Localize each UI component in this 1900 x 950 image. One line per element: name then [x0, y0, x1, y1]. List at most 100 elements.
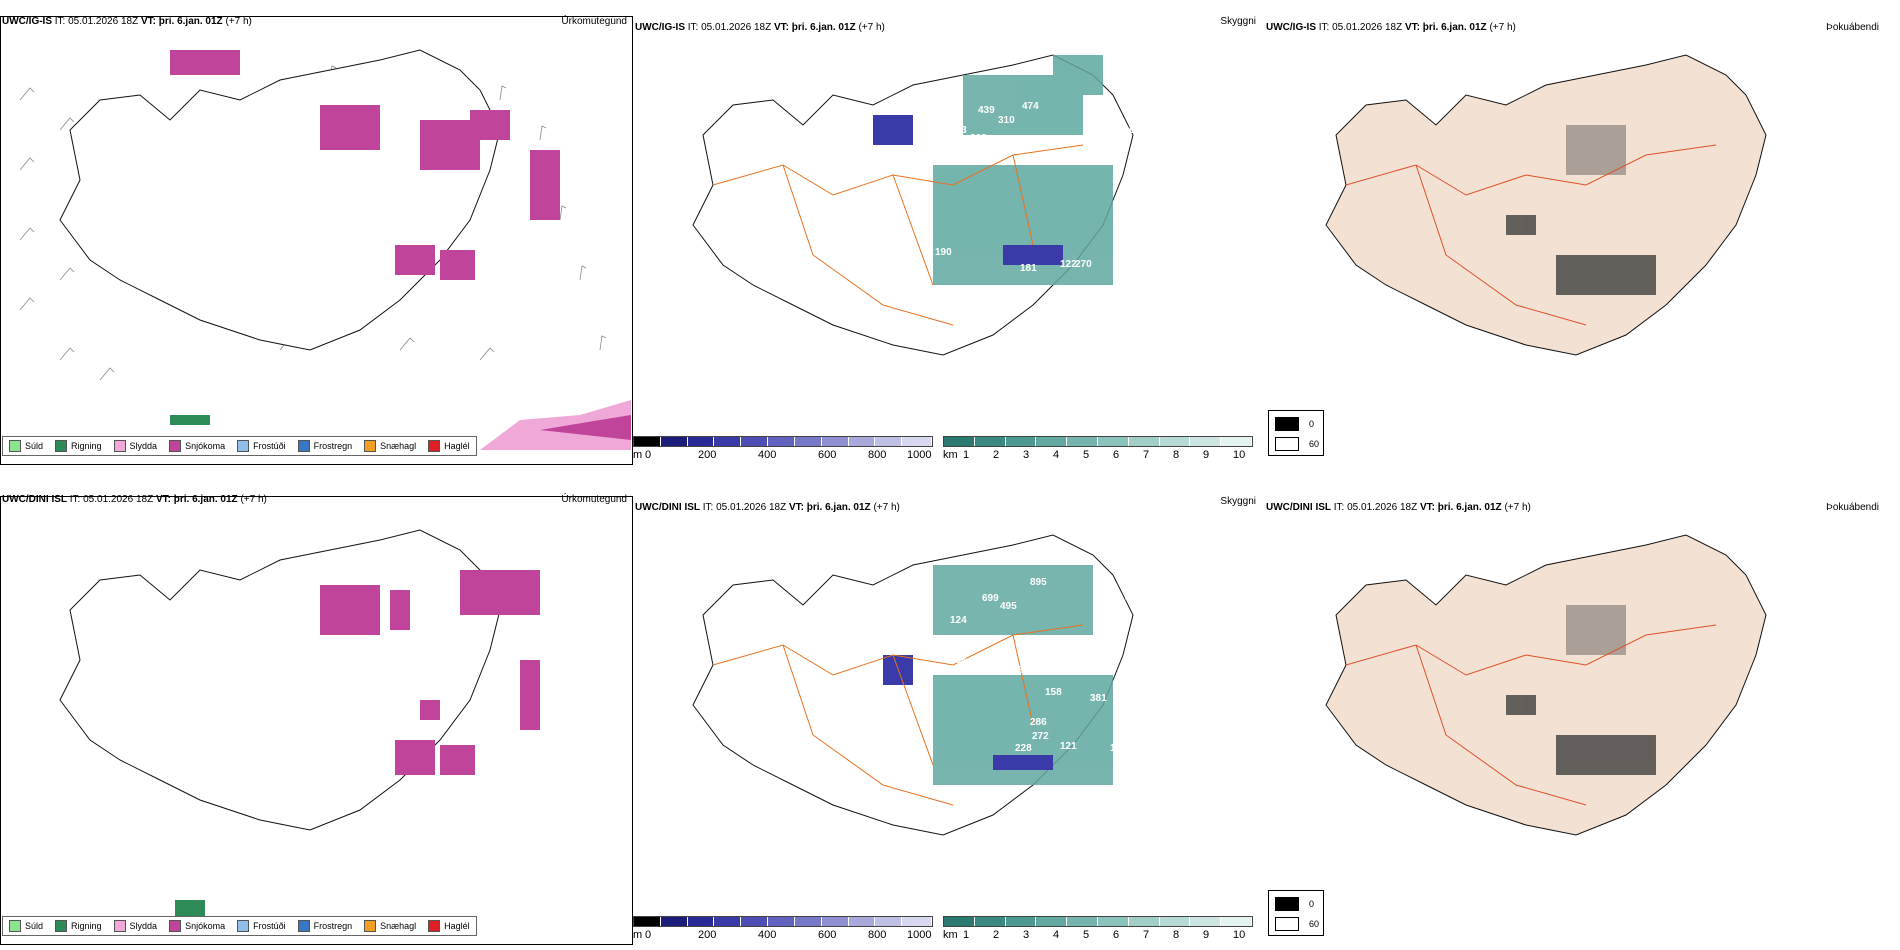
fog-map — [1325, 534, 1767, 836]
model-name: UWC/IG-IS — [635, 22, 685, 33]
legend-label: Rigning — [71, 441, 102, 451]
tick: 8 — [1173, 449, 1180, 461]
legend-label: Slydda — [129, 921, 158, 931]
it-value: 05.01.2026 18Z — [1347, 502, 1418, 513]
it-label: IT: — [69, 494, 81, 505]
fog-panel-top: UWC/IG-IS IT: 05.01.2026 18Z VT: þri. 6.… — [1266, 0, 1899, 470]
panel-header: UWC/IG-IS IT: 05.01.2026 18Z VT: þri. 6.… — [1266, 18, 1899, 38]
tick: 2 — [993, 449, 1000, 461]
panel-title-precip: Úrkomutegund — [561, 494, 627, 505]
legend-swatch — [113, 920, 126, 932]
panel-title-fog: Þokuábendi — [1826, 502, 1879, 513]
legend-item: Slydda — [113, 920, 158, 932]
tick: 600 — [818, 449, 837, 461]
legend-item: Súld — [9, 440, 43, 452]
legend-swatch — [428, 440, 441, 452]
it-value: 05.01.2026 18Z — [716, 502, 787, 513]
visibility-colorbar: km 1 2 3 4 5 6 7 8 9 10 — [943, 436, 1253, 461]
vt-label: VT: — [155, 494, 171, 505]
tick: 3 — [1023, 929, 1030, 941]
fog-map — [1325, 54, 1767, 356]
visibility-areas — [933, 565, 1113, 785]
tick: 5 — [1083, 929, 1090, 941]
cloud-label: 494 — [1125, 593, 1142, 604]
tick: 1000 — [907, 449, 932, 461]
legend-label: Snjókoma — [185, 441, 226, 451]
fog-panel-bottom: UWC/DINI ISL IT: 05.01.2026 18Z VT: þri.… — [1266, 480, 1899, 950]
cloud-label: 474 — [1022, 101, 1039, 112]
vt-label: VT: — [773, 22, 789, 33]
cloud-label: 303 — [970, 133, 987, 144]
legend-swatch — [428, 920, 441, 932]
panel-title-cloud: Skyggni — [1220, 16, 1256, 27]
legend-swatch — [297, 920, 310, 932]
fog-key-swatch — [1275, 897, 1299, 911]
legend-item: Snæhagl — [364, 440, 416, 452]
legend-swatch — [169, 440, 182, 452]
tick: 400 — [758, 929, 777, 941]
legend-swatch — [364, 920, 377, 932]
cloud-label: 175 — [945, 143, 962, 154]
tick: 4 — [1053, 929, 1060, 941]
legend-label: Slydda — [129, 441, 158, 451]
legend-label: Frostúði — [253, 921, 286, 931]
fog-key-row: 0 — [1275, 897, 1314, 911]
tick: 0 — [645, 929, 652, 941]
legend-label: Snjókoma — [185, 921, 226, 931]
map-frame — [0, 496, 633, 945]
fog-key: 0 60 — [1268, 410, 1324, 456]
lead-time: (+7 h) — [858, 22, 885, 33]
cloud-label: 205 — [968, 663, 985, 674]
legend-swatch — [55, 440, 68, 452]
tick: 5 — [1083, 449, 1090, 461]
vt-value: þri. 6.jan. 01Z — [806, 502, 871, 513]
snow-areas — [320, 570, 540, 775]
legend-item: Frostúði — [237, 440, 286, 452]
snow-areas — [170, 50, 560, 425]
lead-time: (+7 h) — [873, 502, 900, 513]
legend-label: Haglél — [444, 921, 470, 931]
unit-label: km — [943, 449, 958, 461]
legend-item: Frostregn — [297, 920, 352, 932]
it-label: IT: — [1333, 502, 1345, 513]
fog-key: 0 60 — [1268, 890, 1324, 936]
legend-swatch — [9, 920, 21, 932]
fog-key-label: 0 — [1309, 899, 1315, 909]
cloud-label: 238 — [1175, 157, 1192, 168]
legend-item: Frostregn — [297, 440, 352, 452]
panel-title-cloud: Skyggni — [1220, 496, 1256, 507]
precip-panel-top: UWC/IG-IS IT: 05.01.2026 18Z VT: þri. 6.… — [0, 0, 633, 470]
cloud-label: 381 — [1090, 693, 1107, 704]
it-value: 05.01.2026 18Z — [83, 494, 154, 505]
bottom-sleet — [480, 400, 631, 450]
it-value: 05.01.2026 18Z — [68, 16, 139, 27]
lead-time: (+7 h) — [240, 494, 267, 505]
legend-label: Frostúði — [253, 441, 286, 451]
precip-legend: Súld Rigning Slydda Snjókoma Frostúði Fr… — [2, 916, 477, 936]
cloud-label: 960 — [1118, 125, 1135, 136]
iceland-coast — [59, 49, 501, 351]
tick: 10 — [1233, 929, 1246, 941]
cloud-label: 105 — [1110, 743, 1127, 754]
lead-time: (+7 h) — [1489, 22, 1516, 33]
cloud-label: 193 — [950, 125, 967, 136]
cloud-label: 824 — [1155, 125, 1172, 136]
fog-areas — [1506, 125, 1656, 295]
fog-key-swatch — [1275, 917, 1299, 931]
vt-label: VT: — [1404, 22, 1420, 33]
it-label: IT: — [702, 502, 714, 513]
panel-header: UWC/DINI ISL IT: 05.01.2026 18Z VT: þri.… — [1266, 498, 1899, 518]
fog-key-row: 0 — [1275, 417, 1314, 431]
visibility-ticks: km 1 2 3 4 5 6 7 8 9 10 — [943, 447, 1253, 461]
panel-header: UWC/DINI ISL IT: 05.01.2026 18Z VT: þri.… — [2, 490, 633, 510]
model-name: UWC/DINI ISL — [635, 502, 700, 513]
cloud-base-colorbar-bar — [633, 916, 933, 927]
model-name: UWC/DINI ISL — [1266, 502, 1331, 513]
precip-panel-bottom: UWC/DINI ISL IT: 05.01.2026 18Z VT: þri.… — [0, 480, 633, 950]
cloud-label: 487 — [1022, 653, 1039, 664]
roads — [1345, 144, 1717, 326]
cloud-base-colorbar-bar — [633, 436, 933, 447]
legend-item: Súld — [9, 920, 43, 932]
cloud-label: 124 — [950, 615, 967, 626]
legend-swatch — [55, 920, 68, 932]
